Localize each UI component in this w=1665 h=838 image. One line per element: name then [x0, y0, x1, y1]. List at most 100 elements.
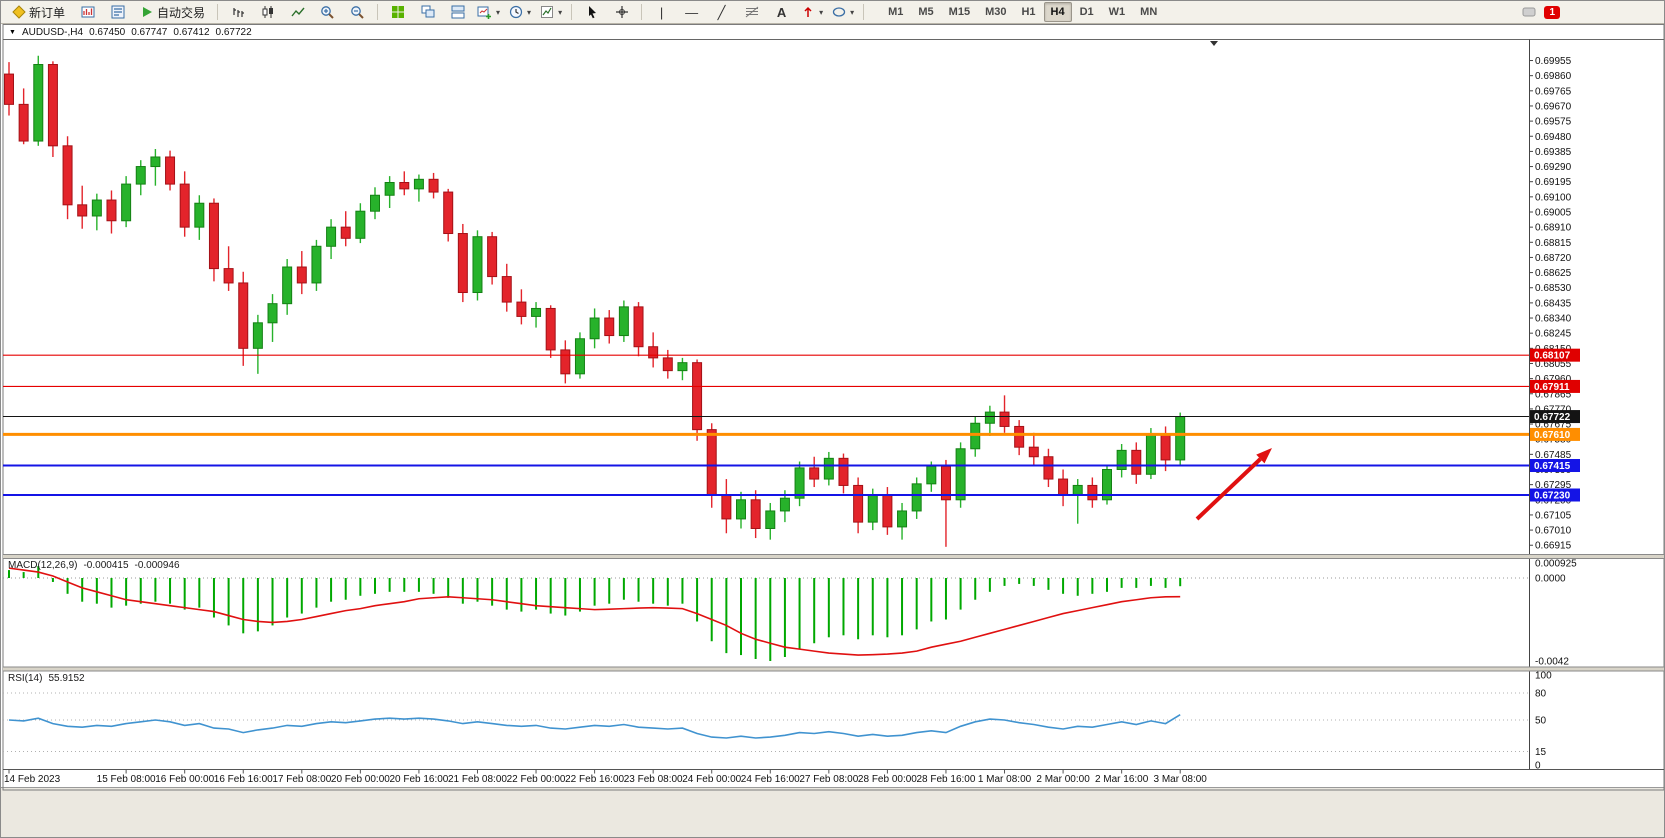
candlestick-chart-button[interactable] — [253, 2, 282, 23]
price-tag-label: 0.68107 — [1534, 351, 1571, 362]
candle-bear — [882, 494, 893, 528]
new-chart-button[interactable]: ▾ — [473, 2, 504, 23]
trend-arrow-line[interactable] — [1195, 457, 1262, 521]
price-tag — [1530, 379, 1580, 393]
candle-bear — [47, 64, 58, 147]
toolbar-separator — [377, 4, 379, 20]
macd-axis-label: 0.000925 — [1535, 559, 1577, 570]
cascade-windows-icon — [421, 5, 435, 18]
text-tool-button[interactable]: A — [767, 2, 796, 23]
notification-badge[interactable]: 1 — [1544, 5, 1560, 19]
chart-window-icon — [81, 6, 95, 18]
time-axis-label: 2 Mar 16:00 — [1095, 774, 1149, 785]
candle-bear — [1043, 456, 1054, 480]
candle-bull — [413, 178, 424, 190]
chart-symbol-period: AUDUSD-,H4 — [21, 27, 84, 38]
price-axis-label: 0.67865 — [1535, 389, 1572, 400]
macd-axis-label: -0.0042 — [1535, 657, 1569, 668]
price-axis-label: 0.68815 — [1535, 238, 1572, 249]
rsi-header: RSI(14) 55.9152 — [8, 673, 85, 684]
zoom-in-button[interactable] — [313, 2, 342, 23]
timeframe-m15-button[interactable]: M15 — [948, 6, 971, 18]
tile-windows-button[interactable] — [383, 2, 412, 23]
price-tag — [1530, 488, 1580, 502]
trendline-button[interactable]: ╱ — [707, 2, 736, 23]
price-axis-label: 0.68245 — [1535, 329, 1572, 340]
time-axis-label: 22 Feb 00:00 — [507, 774, 566, 785]
trend-arrow-head[interactable] — [1256, 448, 1272, 464]
chevron-down-icon: ▾ — [819, 7, 824, 17]
candle-bull — [926, 465, 937, 485]
time-axis-label: 23 Feb 08:00 — [624, 774, 683, 785]
timeframe-mn-button[interactable]: MN — [1140, 6, 1158, 18]
chevron-down-icon[interactable]: ▼ — [9, 29, 16, 36]
crosshair-button[interactable] — [607, 2, 636, 23]
price-axis-label: 0.67010 — [1535, 526, 1572, 537]
timeframe-w1-button[interactable]: W1 — [1108, 6, 1126, 18]
rsi-value: 55.9152 — [48, 673, 85, 684]
macd-signal-line — [8, 567, 1181, 656]
timeframe-m30-button[interactable]: M30 — [985, 6, 1007, 18]
ohlc-high: 0.67747 — [131, 27, 168, 38]
toolbar-right-cluster: 1 — [1522, 5, 1560, 19]
arrows-tool-button[interactable]: ▾ — [797, 2, 827, 23]
price-axis-label: 0.69195 — [1535, 177, 1572, 188]
candle-bull — [150, 156, 161, 168]
horizontal-line-button[interactable]: — — [677, 2, 706, 23]
candle-bear — [18, 103, 29, 142]
price-axis-label: 0.69005 — [1535, 207, 1572, 218]
templates-icon — [541, 6, 554, 18]
templates-button[interactable]: ▾ — [536, 2, 566, 23]
candle-bear — [165, 156, 176, 185]
candle-bull — [1102, 468, 1112, 501]
autotrading-button[interactable]: 自动交易 — [133, 2, 212, 23]
tile-horizontal-icon — [451, 5, 465, 19]
candle-bear — [1058, 478, 1069, 496]
timeframe-h4-button[interactable]: H4 — [1043, 2, 1072, 22]
vertical-line-button[interactable]: | — [647, 2, 676, 23]
shapes-tool-button[interactable]: ▾ — [828, 2, 858, 23]
timeframe-h1-button[interactable]: H1 — [1021, 6, 1036, 18]
rsi-axis-label: 0 — [1535, 761, 1541, 772]
panel-separator[interactable] — [3, 554, 1664, 559]
candle-bull — [267, 303, 278, 324]
charts-button[interactable] — [73, 2, 102, 23]
bar-chart-button[interactable] — [223, 2, 252, 23]
price-axis-label: 0.69480 — [1535, 132, 1572, 143]
macd-signal-value: -0.000946 — [134, 560, 180, 571]
ohlc-open: 0.67450 — [89, 27, 126, 38]
macd-label: MACD(12,26,9) — [8, 560, 78, 571]
time-axis-label: 28 Feb 16:00 — [916, 774, 975, 785]
zoom-out-button[interactable] — [343, 2, 372, 23]
tile-horizontal-button[interactable] — [443, 2, 472, 23]
new-order-button[interactable]: 新订单 — [5, 2, 72, 23]
period-button[interactable]: ▾ — [505, 2, 535, 23]
price-axis-label: 0.69670 — [1535, 101, 1572, 112]
candle-bull — [911, 483, 922, 512]
timeframe-m1-button[interactable]: M1 — [888, 6, 904, 18]
timeframe-m5-button[interactable]: M5 — [918, 6, 934, 18]
candle-bear — [1014, 425, 1025, 448]
candle-bear — [545, 307, 556, 351]
line-chart-button[interactable] — [283, 2, 312, 23]
autotrading-label: 自动交易 — [157, 5, 206, 20]
cursor-button[interactable] — [577, 2, 606, 23]
cascade-windows-button[interactable] — [413, 2, 442, 23]
time-axis-label: 27 Feb 08:00 — [799, 774, 858, 785]
time-axis-label: 20 Feb 00:00 — [331, 774, 390, 785]
price-axis-label: 0.69100 — [1535, 192, 1572, 203]
candle-bull — [472, 236, 483, 294]
timeframe-d1-button[interactable]: D1 — [1079, 6, 1094, 18]
chart-shift-marker[interactable] — [1210, 41, 1218, 46]
toolbar-separator — [863, 4, 865, 20]
new-order-label: 新订单 — [29, 5, 66, 20]
tray-icon[interactable] — [1522, 5, 1536, 19]
candlestick-chart-icon — [262, 6, 273, 18]
ohlc-low: 0.67412 — [173, 27, 210, 38]
panel-separator[interactable] — [3, 667, 1664, 671]
market-watch-button[interactable] — [103, 2, 132, 23]
fibonacci-button[interactable] — [737, 2, 766, 23]
candle-bear — [77, 204, 88, 217]
